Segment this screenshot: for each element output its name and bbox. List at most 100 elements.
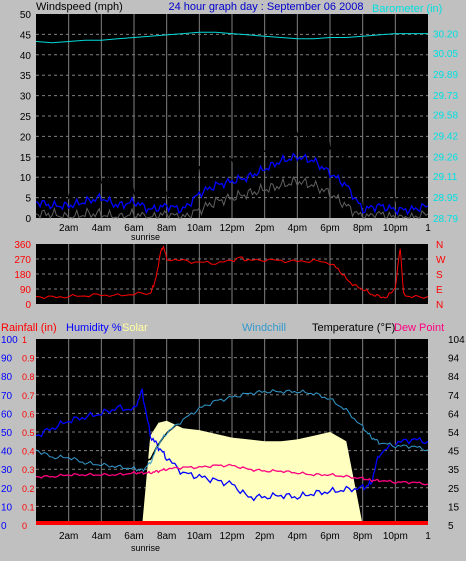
x-tick-label: 6pm — [320, 223, 339, 234]
barometer-axis-title: Barometer (in) — [372, 3, 442, 15]
rainfall-tick-label: 0.7 — [22, 391, 35, 401]
temperature-axes: 0 0 5 10 0.1 15 20 0.2 25 30 0.3 35 40 0.4 45 50 0.5 54 60… — [1, 335, 465, 532]
x-tick-label: 6am — [124, 531, 143, 542]
compass-tick-label: N — [436, 240, 443, 251]
humidity-tick-label: 30 — [1, 465, 13, 476]
temperature-tick-label: 74 — [448, 391, 460, 402]
x-tick-label: 6am — [124, 223, 143, 234]
line-windchill — [35, 388, 429, 472]
barometer-tick-label: 30.20 — [433, 30, 458, 41]
windspeed-tick-label: 30 — [20, 92, 32, 103]
humidity-tick-label: 40 — [1, 447, 13, 458]
x-tick-label: 12pm — [219, 223, 244, 234]
windspeed-tick-label: 0 — [25, 214, 31, 225]
barometer-tick-label: 29.26 — [433, 153, 458, 164]
x-tick-label: 4am — [92, 223, 111, 234]
rainfall-tick-label: 0.9 — [22, 354, 35, 364]
x-tick-label: 8am — [157, 223, 176, 234]
direction-tick-label: 0 — [25, 300, 31, 311]
x-tick-label: 6pm — [320, 531, 339, 542]
direction-tick-label: 180 — [14, 270, 31, 281]
direction-tick-label: 360 — [14, 240, 31, 251]
x-tick-label: 2pm — [255, 531, 274, 542]
direction-tick-label: 270 — [14, 255, 31, 266]
rainfall-tick-label: 0.3 — [22, 465, 35, 475]
humidity-tick-label: 80 — [1, 372, 13, 383]
humidity-tick-label: 70 — [1, 391, 13, 402]
temperature-tick-label: 54 — [448, 428, 460, 439]
barometer-tick-label: 29.89 — [433, 70, 458, 81]
rainfall-tick-label: 0.6 — [22, 409, 35, 419]
x-tick-label: 8pm — [353, 223, 372, 234]
rainfall-tick-label: 0.8 — [22, 372, 35, 382]
barometer-tick-label: 29.73 — [433, 91, 458, 102]
rainfall-tick-label: 0.2 — [22, 484, 35, 494]
x-tick-label: 2am — [59, 531, 78, 542]
humidity-tick-label: 100 — [1, 335, 18, 346]
humidity-tick-label: 10 — [1, 502, 13, 513]
x-end-tick: 1 — [425, 531, 431, 542]
x-tick-label: 10pm — [383, 223, 408, 234]
direction-grid — [36, 244, 428, 304]
temperature-tick-label: 35 — [448, 465, 460, 476]
temperature-tick-label: 25 — [448, 484, 460, 495]
humidity-tick-label: 0 — [1, 521, 7, 532]
temperature-tick-label: 84 — [448, 372, 460, 383]
barometer-tick-label: 29.42 — [433, 132, 458, 143]
humidity-axis-title: Humidity % — [66, 322, 122, 334]
compass-tick-label: S — [436, 270, 443, 281]
wind-line-barometer — [35, 31, 428, 44]
direction-line — [35, 245, 429, 300]
solar-area — [36, 420, 428, 525]
windspeed-tick-label: 50 — [20, 10, 32, 21]
line-temperature — [35, 390, 429, 464]
x-tick-label: 2am — [59, 223, 78, 234]
rainfall-bar — [36, 521, 428, 525]
windspeed-tick-label: 5 — [25, 194, 31, 205]
humidity-tick-label: 60 — [1, 409, 13, 420]
x-tick-label: 10am — [187, 531, 212, 542]
rainfall-tick-label: 0 — [22, 521, 27, 531]
wind-axes: 0 5 10 15 20 25 30 35 40 45 50 28.79 28.95 29.11 29.26… — [20, 10, 459, 225]
graph-title: 24 hour graph day : September 06 2008 — [168, 1, 363, 13]
direction-series — [35, 245, 429, 300]
x-tick-label: 4pm — [288, 531, 307, 542]
direction-tick-label: 90 — [20, 285, 32, 296]
x-tick-label: 12pm — [219, 531, 244, 542]
x-tick-label: 2pm — [255, 223, 274, 234]
rainfall-tick-label: 0.5 — [22, 428, 35, 438]
barometer-tick-label: 28.79 — [433, 214, 458, 225]
temperature-tick-label: 104 — [448, 335, 465, 346]
wind-grid — [36, 14, 428, 218]
compass-tick-label: N — [436, 300, 443, 311]
compass-tick-label: W — [436, 255, 446, 266]
temperature-x-ticks: 2am 4am 6am 8am 10am 12pm 2pm 4pm 6pm 8pm 10pm 1 — [59, 531, 431, 542]
windspeed-tick-label: 40 — [20, 51, 32, 62]
windspeed-axis-title: Windspeed (mph) — [36, 1, 123, 13]
barometer-tick-label: 28.95 — [433, 193, 458, 204]
solar-legend: Solar — [122, 322, 148, 334]
temperature-tick-label: 94 — [448, 354, 460, 365]
x-tick-label: 8pm — [353, 531, 372, 542]
windspeed-tick-label: 45 — [20, 30, 32, 41]
x-tick-label: 4pm — [288, 223, 307, 234]
humidity-tick-label: 20 — [1, 484, 13, 495]
wind-series — [35, 31, 429, 220]
wind-line-gust — [35, 121, 429, 210]
line-dewpoint — [35, 463, 429, 486]
temperature-series — [35, 388, 429, 525]
line-humidity — [35, 388, 429, 502]
windchill-legend: Windchill — [242, 322, 286, 334]
x-end-tick: 1 — [425, 223, 431, 234]
sunrise-label-top: sunrise — [131, 232, 160, 242]
windspeed-tick-label: 15 — [20, 153, 32, 164]
humidity-tick-label: 50 — [1, 428, 13, 439]
temperature-tick-label: 15 — [448, 502, 460, 513]
x-tick-label: 10pm — [383, 531, 408, 542]
x-tick-label: 8am — [157, 531, 176, 542]
rainfall-tick-label: 0.4 — [22, 447, 35, 457]
wind-line-avg — [35, 152, 429, 216]
humidity-tick-label: 90 — [1, 354, 13, 365]
